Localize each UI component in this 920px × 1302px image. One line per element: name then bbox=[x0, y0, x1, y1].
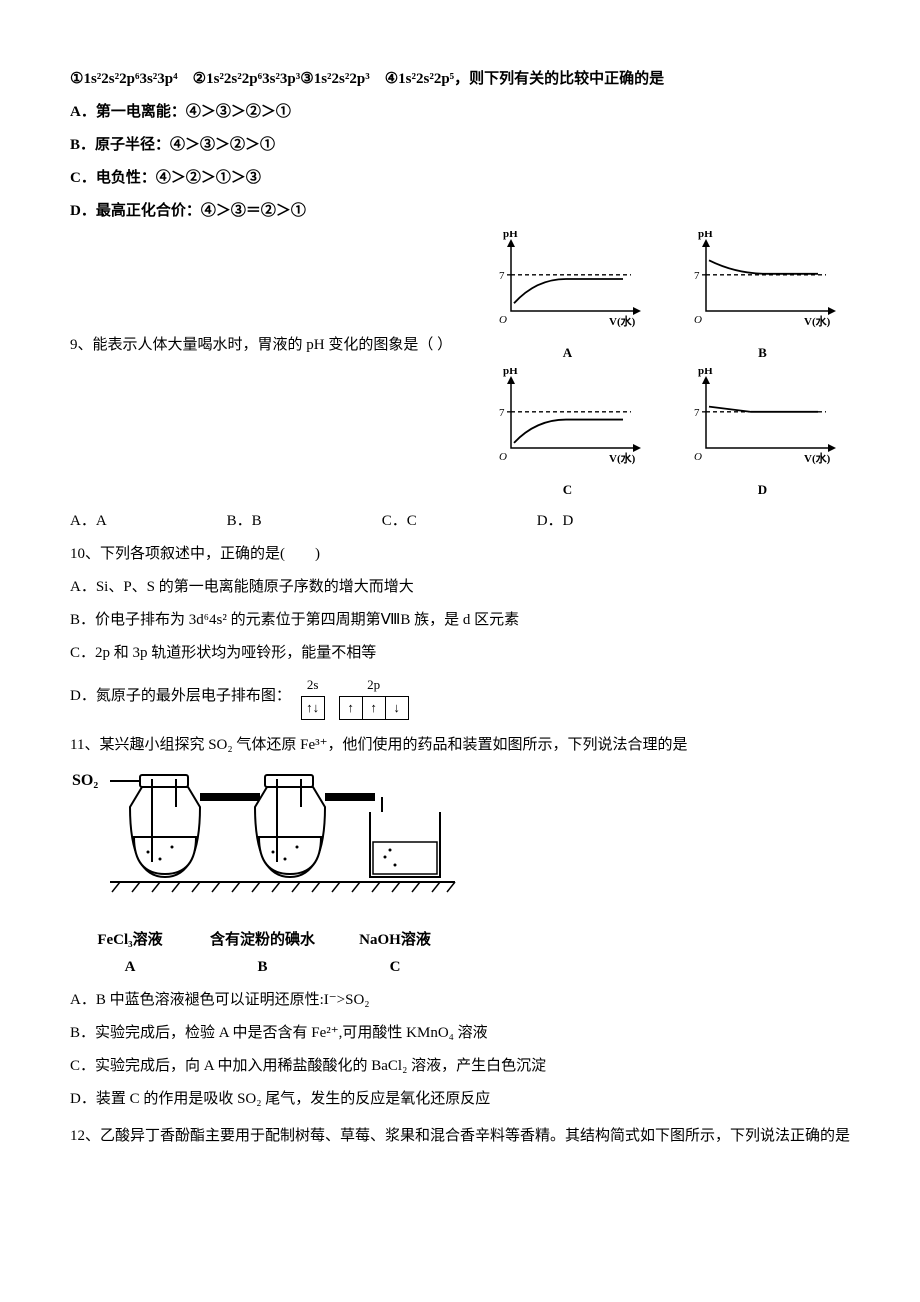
q10-opt-b: B．价电子排布为 3d⁶4s² 的元素位于第四周期第Ⅷ​B 族，是 d 区元素 bbox=[70, 607, 850, 634]
svg-text:7: 7 bbox=[694, 407, 700, 419]
chart-label-d: D bbox=[675, 478, 850, 501]
chart-label-a: A bbox=[480, 341, 655, 364]
chart-label-c: C bbox=[480, 478, 655, 501]
q9-opt-c: C．C bbox=[382, 508, 417, 535]
svg-text:O: O bbox=[499, 451, 507, 463]
svg-text:7: 7 bbox=[694, 270, 700, 282]
svg-text:O: O bbox=[694, 314, 702, 326]
svg-text:V(水): V(水) bbox=[804, 451, 831, 465]
svg-text:V(水): V(水) bbox=[609, 451, 636, 465]
beaker-c bbox=[370, 797, 440, 877]
q8-opt-c: C．电负性：④＞②＞①＞③ bbox=[70, 165, 850, 192]
q10-opt-a: A．Si、P、S 的第一电离能随原子序数的增大而增大 bbox=[70, 574, 850, 601]
apparatus-letters: A B C bbox=[70, 954, 850, 981]
bench-hatch bbox=[112, 882, 455, 892]
svg-text:pH: pH bbox=[698, 231, 713, 240]
flask-a bbox=[130, 775, 200, 877]
ph-chart-a: 7 pH O V(水) bbox=[483, 231, 653, 331]
q9-stem: 9、能表示人体大量喝水时，胃液的 pH 变化的图象是（ ） bbox=[70, 332, 480, 359]
flask-b-label: 含有淀粉的碘水 bbox=[190, 927, 335, 954]
svg-text:O: O bbox=[499, 314, 507, 326]
q11-stem: 11、某兴趣小组探究 SO₂ 气体还原 Fe³⁺，他们使用的药品和装置如图所示，… bbox=[70, 732, 850, 759]
q8-opt-b: B．原子半径：④＞③＞②＞① bbox=[70, 132, 850, 159]
q11-opt-d: D．装置 C 的作用是吸收 SO₂ 尾气，发生的反应是氧化还原反应 bbox=[70, 1086, 850, 1113]
q11-opt-c: C．实验完成后，向 A 中加入用稀盐酸酸化的 BaCl₂ 溶液，产生白色沉淀 bbox=[70, 1053, 850, 1080]
svg-text:V(水): V(水) bbox=[609, 314, 636, 328]
q10-d-prefix: D．氮原子的最外层电子排布图： bbox=[70, 688, 291, 704]
q9-opt-b: B．B bbox=[227, 508, 262, 535]
q11-opt-b: B．实验完成后，检验 A 中是否含有 Fe²⁺,可用酸性 KMnO₄ 溶液 bbox=[70, 1020, 850, 1047]
ph-chart-c: 7 pH O V(水) bbox=[483, 368, 653, 468]
orbital-2p-label: 2p bbox=[365, 673, 382, 697]
apparatus-labels: FeCl₃溶液 含有淀粉的碘水 NaOH溶液 bbox=[70, 927, 850, 954]
flask-a-letter: A bbox=[70, 954, 190, 981]
svg-text:7: 7 bbox=[499, 407, 505, 419]
orbital-2p-box-3: ↓ bbox=[385, 696, 409, 720]
q10-opt-c: C．2p 和 3p 轨道形状均为哑铃形，能量不相等 bbox=[70, 640, 850, 667]
q9-container: 9、能表示人体大量喝水时，胃液的 pH 变化的图象是（ ） 7pHOV(水)A7… bbox=[70, 231, 850, 502]
q8-opt-a: A．第一电离能：④＞③＞②＞① bbox=[70, 99, 850, 126]
connector-bc bbox=[325, 793, 375, 801]
orbital-diagram: 2s ↑↓ 2p ↑ ↑ ↓ bbox=[301, 673, 409, 720]
beaker-c-letter: C bbox=[335, 954, 455, 981]
orbital-2p-box-1: ↑ bbox=[339, 696, 363, 720]
q9-charts: 7 pH O V(水) A 7 pH O V(水) B 7 pH O V(水) C 7 pH O V(水) D bbox=[480, 231, 850, 502]
q12-stem: 12、乙酸异丁香酚酯主要用于配制树莓、草莓、浆果和混合香辛料等香精。其结构简式如… bbox=[70, 1123, 850, 1150]
svg-text:O: O bbox=[694, 451, 702, 463]
q9-opt-d: D．D bbox=[537, 508, 574, 535]
svg-text:pH: pH bbox=[503, 368, 518, 377]
gas-in-label: SO₂ bbox=[72, 772, 98, 789]
orbital-2p-box-2: ↑ bbox=[362, 696, 386, 720]
svg-text:pH: pH bbox=[503, 231, 518, 240]
orbital-2s-box: ↑↓ bbox=[301, 696, 325, 720]
apparatus-svg: SO₂ bbox=[70, 767, 470, 917]
q8-opt-d: D．最高正化合价：④＞③＝②＞① bbox=[70, 198, 850, 225]
connector-ab bbox=[200, 793, 260, 801]
ph-chart-d: 7 pH O V(水) bbox=[678, 368, 848, 468]
orbital-2s-label: 2s bbox=[305, 673, 321, 697]
q9-options: A．A B．B C．C D．D bbox=[70, 508, 850, 535]
chart-label-b: B bbox=[675, 341, 850, 364]
flask-b bbox=[255, 775, 325, 877]
svg-text:V(水): V(水) bbox=[804, 314, 831, 328]
q10-stem: 10、下列各项叙述中，正确的是( ) bbox=[70, 541, 850, 568]
q11-opt-a: A．B 中蓝色溶液褪色可以证明还原性:I⁻>SO₂ bbox=[70, 987, 850, 1014]
q10-opt-d: D．氮原子的最外层电子排布图： 2s ↑↓ 2p ↑ ↑ ↓ bbox=[70, 673, 850, 720]
ph-chart-b: 7 pH O V(水) bbox=[678, 231, 848, 331]
flask-a-label: FeCl₃溶液 bbox=[70, 927, 190, 954]
svg-text:pH: pH bbox=[698, 368, 713, 377]
q11-apparatus: SO₂ bbox=[70, 767, 850, 981]
q9-opt-a: A．A bbox=[70, 508, 107, 535]
flask-b-letter: B bbox=[190, 954, 335, 981]
q8-configs: ①1s²2s²2p⁶3s²3p⁴ ②1s²2s²2p⁶3s²3p³③1s²2s²… bbox=[70, 66, 850, 93]
svg-text:7: 7 bbox=[499, 270, 505, 282]
beaker-c-label: NaOH溶液 bbox=[335, 927, 455, 954]
